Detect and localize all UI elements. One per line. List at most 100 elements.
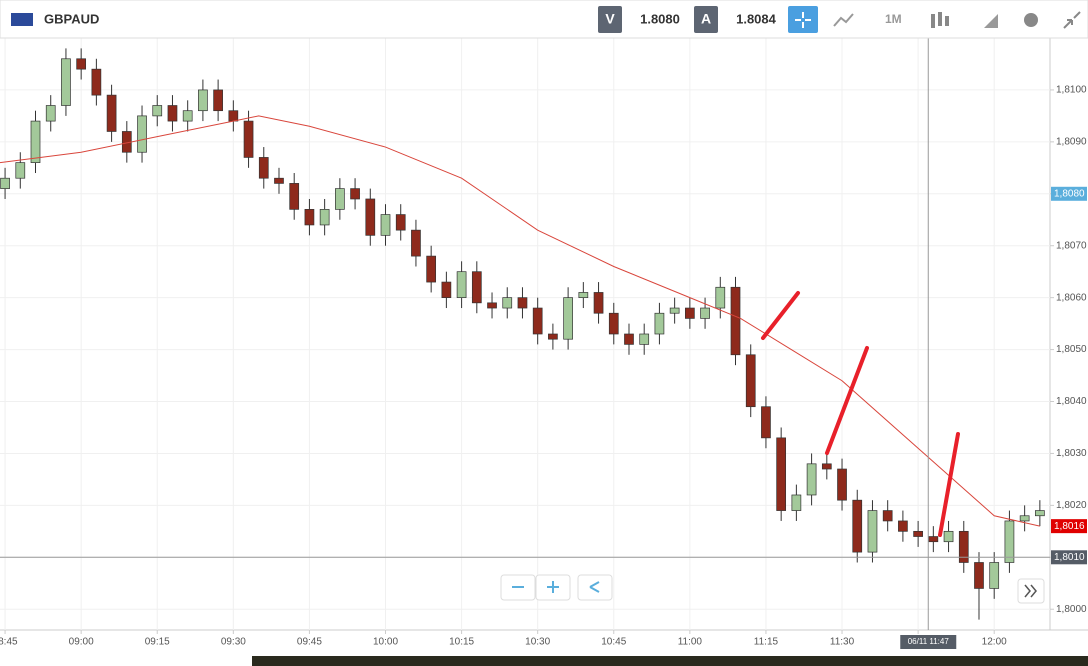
y-tick-label: 1,8020: [1056, 500, 1087, 511]
y-axis-panel: [1050, 38, 1088, 630]
candle-body: [106, 94, 117, 132]
candle-body: [441, 281, 452, 298]
fullscreen-icon[interactable]: [1063, 11, 1081, 29]
x-tick-label: 10:45: [601, 637, 626, 648]
candle-body: [700, 307, 710, 319]
candle-body: [198, 89, 208, 112]
candle-body: [730, 286, 741, 356]
candle-body: [715, 286, 726, 309]
candle-body: [426, 255, 437, 283]
candle-body: [624, 333, 634, 345]
candle-body: [563, 297, 573, 340]
y-tick-label: 1,8060: [1056, 292, 1087, 303]
chart-type-icon[interactable]: [931, 12, 949, 28]
candle-body: [15, 162, 26, 179]
bid-label: V: [605, 11, 615, 27]
annotations: [761, 291, 960, 537]
scroll-end-icon: [1024, 584, 1037, 598]
x-tick-label: 09:30: [221, 637, 246, 648]
share-button[interactable]: [577, 574, 613, 601]
ask-price: 1.8084: [736, 11, 777, 26]
symbol: GBPAUD: [44, 11, 99, 26]
x-tick-label: 12:00: [982, 637, 1007, 648]
crosshair-y-label: 1,8010: [1054, 552, 1085, 563]
candle-body: [958, 530, 969, 563]
candle-body: [0, 177, 10, 189]
candle-body: [928, 536, 939, 543]
candle-body: [456, 271, 467, 298]
candle-body: [380, 214, 391, 236]
y-tick-label: 1,8030: [1056, 448, 1087, 459]
candle-body: [1035, 510, 1045, 517]
candle-body: [274, 177, 284, 184]
ask-label: A: [701, 11, 711, 27]
candle-body: [791, 494, 802, 511]
candle-body: [852, 499, 863, 553]
y-tick-label: 1,8090: [1056, 137, 1087, 148]
background-strip: [252, 656, 1088, 666]
candle-body: [882, 510, 893, 522]
bid-price: 1.8080: [640, 11, 680, 26]
candle-body: [243, 120, 254, 158]
y-tick-label: 1,8050: [1056, 344, 1087, 355]
annotation-line: [825, 346, 869, 455]
candle-body: [593, 292, 604, 314]
indicator-icon[interactable]: [833, 13, 854, 27]
settings-icon[interactable]: [1024, 13, 1038, 27]
candle-body: [502, 297, 513, 309]
candle-body: [837, 468, 847, 501]
price-tag: [1051, 519, 1087, 534]
candle-body: [608, 312, 619, 335]
x-tick-label: 10:00: [373, 637, 398, 648]
candle-body: [289, 183, 300, 210]
x-tick-label: 09:15: [145, 637, 170, 648]
plot-area: 1,8000 1,8010 1,8020 1,8030 1,8040 1,8050 1,80…: [0, 38, 1088, 649]
flag-icon: [11, 13, 33, 26]
candle-body: [1019, 515, 1030, 522]
x-tick-label: 11:30: [830, 637, 855, 648]
bid-button[interactable]: [598, 6, 622, 33]
share-icon: [589, 581, 600, 593]
draw-icon[interactable]: [984, 14, 998, 28]
y-tick-label: 1,8070: [1056, 240, 1087, 251]
candle-body: [487, 302, 497, 309]
zoom-in-icon: [547, 581, 559, 593]
ask-button[interactable]: [694, 6, 718, 33]
candle-body: [61, 58, 71, 106]
candle-body: [639, 333, 650, 345]
x-tick-label: 09:45: [297, 637, 322, 648]
candle-body: [989, 562, 1000, 589]
toolbar: [0, 0, 1088, 39]
x-tick-label: 08:45: [0, 637, 18, 648]
candle-body: [213, 89, 223, 112]
x-tick-label: 11:00: [678, 637, 703, 648]
candle-body: [943, 530, 954, 543]
y-tick-label: 1,8040: [1056, 396, 1087, 407]
x-tick-label: 09:00: [69, 637, 94, 648]
candle-body: [471, 271, 482, 304]
x-tick-label: 10:15: [449, 637, 474, 648]
x-tick-label: 11:15: [754, 637, 779, 648]
moving-average: [0, 115, 1040, 527]
candle-body: [304, 209, 315, 226]
timeframe[interactable]: 1M: [885, 12, 902, 26]
crosshair-x-tag: [900, 635, 957, 649]
candle-body: [228, 110, 239, 122]
scroll-end-button[interactable]: [1017, 578, 1045, 604]
candle-body: [258, 157, 269, 179]
annotation-line: [938, 432, 960, 537]
candle-body: [411, 229, 421, 257]
candle-body: [517, 297, 528, 309]
y-tick-label: 1,8100: [1056, 85, 1087, 96]
crosshair-y-tag: [1051, 550, 1087, 565]
candle-body: [152, 105, 163, 117]
price-tag-label: 1,8080: [1054, 188, 1085, 199]
y-tick-label: 1,8000: [1056, 604, 1087, 615]
crosshair-button[interactable]: [788, 6, 818, 33]
candle-body: [974, 562, 984, 589]
crosshair-x-label: 06/11 11:47: [908, 637, 950, 646]
candle-body: [335, 188, 345, 210]
candle-body: [806, 463, 817, 496]
